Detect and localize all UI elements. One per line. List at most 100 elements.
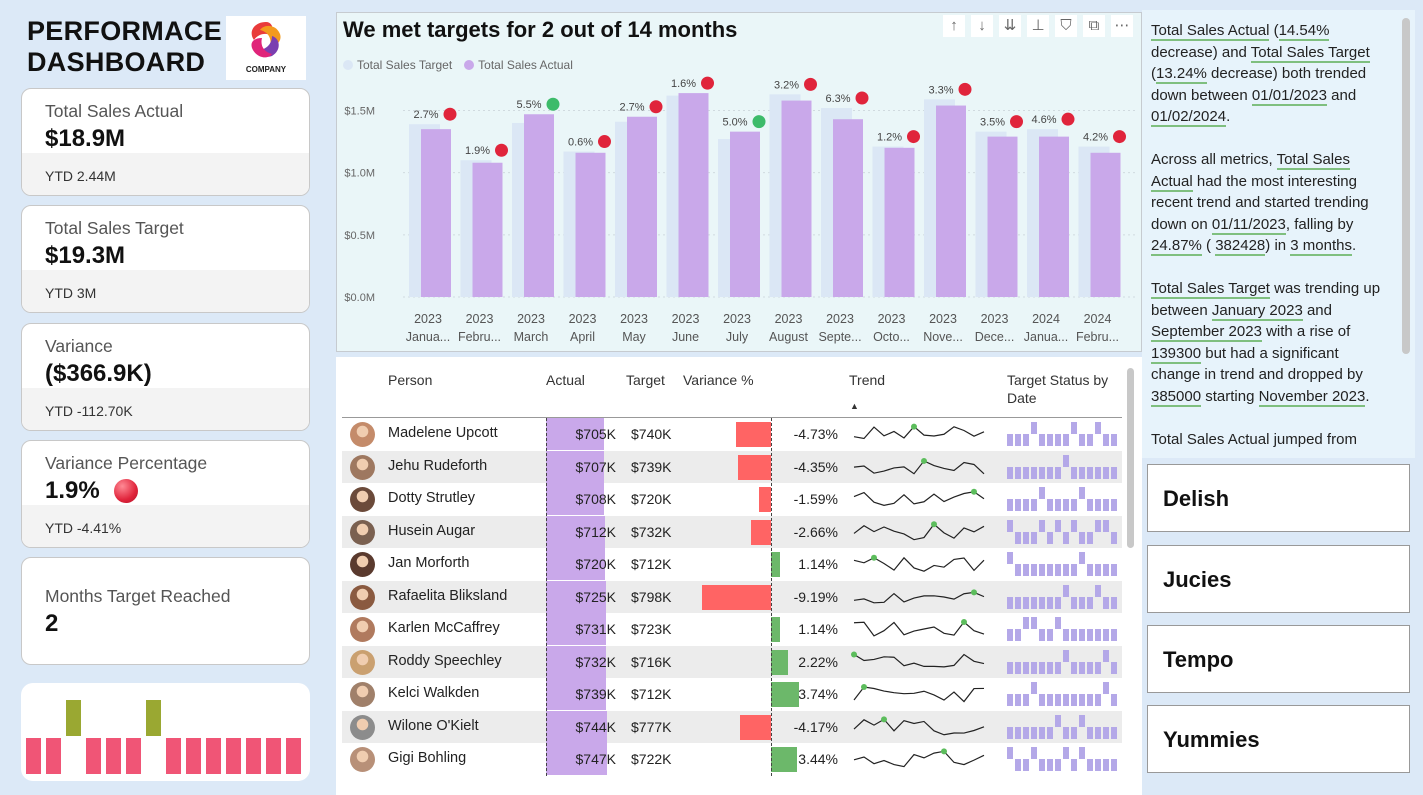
status-red-dot-icon	[855, 91, 869, 105]
status-cell-hit	[1071, 422, 1077, 434]
col-header-actual[interactable]: Actual	[546, 372, 585, 388]
trend-sparkline	[853, 554, 985, 572]
narrative-highlight[interactable]: Total Sales Actual	[1151, 22, 1270, 41]
slicer-jucies[interactable]: Jucies	[1147, 545, 1410, 613]
table-row[interactable]: Wilone O'Kielt $744K $777K -4.17%	[342, 710, 1122, 743]
narrative-highlight[interactable]: 382428	[1215, 237, 1266, 256]
narrative-highlight[interactable]: Total Sales Target	[1250, 43, 1370, 63]
bar-actual[interactable]	[575, 152, 606, 297]
table-row[interactable]: Kelci Walkden $739K $712K 3.74%	[342, 678, 1122, 711]
legend-item-target[interactable]: Total Sales Target	[343, 58, 452, 72]
sparkline-peak-marker	[911, 423, 917, 430]
narrative-text: (	[1269, 22, 1279, 39]
target-status-grid	[1007, 714, 1117, 739]
narrative-highlight[interactable]: 139300	[1151, 344, 1202, 364]
data-label: 5.0%	[722, 117, 747, 129]
target-status-grid	[1007, 422, 1117, 446]
table-row[interactable]: Gigi Bohling $747K $722K 3.44%	[342, 743, 1122, 776]
narrative-highlight[interactable]: 13.24%	[1156, 65, 1207, 84]
table-scrollbar[interactable]	[1127, 368, 1134, 548]
table-row[interactable]: Jan Morforth $720K $712K 1.14%	[342, 548, 1122, 581]
bar-actual[interactable]	[987, 136, 1018, 297]
sparkline-peak-marker	[871, 554, 877, 561]
narrative-highlight[interactable]: November 2023	[1258, 387, 1366, 407]
bar-actual[interactable]	[781, 100, 812, 297]
actual-bar	[546, 515, 605, 548]
variance-percentage: 1.14%	[798, 621, 838, 637]
slicer-yummies[interactable]: Yummies	[1147, 705, 1410, 773]
bar-actual[interactable]	[524, 114, 554, 297]
legend-item-actual[interactable]: Total Sales Actual	[464, 58, 573, 72]
narrative-highlight[interactable]: 01/11/2023	[1211, 215, 1286, 235]
status-cell-hit	[1007, 552, 1013, 564]
narrative-highlight[interactable]: September 2023	[1151, 323, 1262, 342]
table-row[interactable]: Madelene Upcott $705K $740K -4.73%	[342, 418, 1122, 451]
kpi-card-months-target-reached[interactable]: Months Target Reached 2	[21, 557, 310, 665]
status-cell-miss	[1023, 726, 1029, 739]
kpi-card-total-sales-target[interactable]: Total Sales Target $19.3M YTD 3M	[21, 205, 310, 313]
narrative-highlight[interactable]: January 2023	[1211, 301, 1303, 321]
narrative-highlight[interactable]: Total Sales Target	[1151, 280, 1270, 299]
narrative-highlight[interactable]: 385000	[1151, 387, 1202, 407]
col-header-person[interactable]: Person	[388, 372, 433, 388]
bar-actual[interactable]	[936, 105, 966, 297]
bar-actual[interactable]	[833, 119, 863, 297]
narrative-text: and	[1302, 301, 1332, 319]
drill-up-icon[interactable]: ↑	[943, 15, 965, 37]
kpi-card-variance[interactable]: Variance ($366.9K) YTD -112.70K	[21, 323, 310, 431]
col-header-target-status[interactable]: Target Status by Date	[1007, 372, 1109, 406]
status-cell-miss	[1103, 759, 1109, 771]
status-cell-miss	[1087, 726, 1093, 739]
status-cell-miss	[1095, 759, 1101, 771]
status-cell-miss	[1063, 694, 1069, 706]
filter-icon[interactable]: ⛉	[1055, 15, 1077, 37]
col-header-target[interactable]: Target	[626, 372, 665, 388]
expand-hierarchy-icon[interactable]: ⊥	[1027, 15, 1049, 37]
narrative-scrollbar[interactable]	[1402, 18, 1410, 354]
bar-actual[interactable]	[678, 93, 709, 297]
kpi-card-variance-percentage[interactable]: Variance Percentage 1.9% YTD -4.41%	[21, 440, 310, 548]
bar-actual[interactable]	[421, 129, 451, 297]
drill-down-icon[interactable]: ↓	[971, 15, 993, 37]
bar-actual[interactable]	[1090, 152, 1121, 297]
kpi-card-total-sales-actual[interactable]: Total Sales Actual $18.9M YTD 2.44M	[21, 88, 310, 196]
table-row[interactable]: Husein Augar $712K $732K -2.66%	[342, 515, 1122, 548]
table-row[interactable]: Karlen McCaffrey $731K $723K 1.14%	[342, 613, 1122, 646]
table-row[interactable]: Rafaelita Bliksland $725K $798K -9.19%	[342, 580, 1122, 613]
narrative-highlight[interactable]: 24.87%	[1151, 237, 1202, 256]
status-cell-miss	[1047, 759, 1053, 771]
table-row[interactable]: Dotty Strutley $708K $720K -1.59%	[342, 483, 1122, 516]
col-header-trend[interactable]: Trend	[849, 372, 886, 388]
bar-actual[interactable]	[884, 147, 915, 297]
focus-mode-icon[interactable]: ⧉	[1083, 15, 1105, 37]
narrative-highlight[interactable]: Total Sales Actual	[1151, 151, 1350, 192]
slicer-tempo[interactable]: Tempo	[1147, 625, 1410, 693]
status-cell-miss	[1071, 694, 1077, 706]
bar-actual[interactable]	[472, 162, 503, 297]
variance-percentage: -4.17%	[793, 718, 838, 735]
narrative-highlight[interactable]: 01/01/2023	[1251, 86, 1327, 106]
x-tick-year: 2024	[1032, 312, 1060, 326]
status-cell-hit	[1095, 584, 1101, 597]
slicer-delish[interactable]: Delish	[1147, 464, 1410, 532]
more-options-icon[interactable]: ⋯	[1111, 15, 1133, 37]
table-row[interactable]: Jehu Rudeforth $707K $739K -4.35%	[342, 450, 1122, 483]
narrative-highlight[interactable]: 01/02/2024	[1151, 108, 1227, 127]
data-label: 1.9%	[465, 145, 490, 157]
bar-actual[interactable]	[730, 131, 760, 297]
table-row[interactable]: Roddy Speechley $732K $716K 2.22%	[342, 645, 1122, 678]
narrative-highlight[interactable]: 3 months	[1290, 237, 1352, 256]
expand-next-level-icon[interactable]: ⇊	[999, 15, 1021, 37]
variance-bar	[759, 487, 771, 512]
bar-actual[interactable]	[627, 116, 657, 297]
variance-bar	[738, 454, 771, 480]
narrative-highlight[interactable]: 14.54%	[1278, 22, 1330, 41]
status-cell-miss	[1015, 466, 1021, 479]
bar-actual[interactable]	[1039, 136, 1069, 297]
status-cell-miss	[1055, 694, 1061, 706]
col-header-variance[interactable]: Variance %	[683, 372, 754, 388]
data-label: 5.5%	[516, 99, 541, 111]
data-label: 1.2%	[877, 132, 902, 144]
x-tick-month: July	[726, 330, 749, 344]
sales-vs-target-chart[interactable]: $0.0M $0.5M $1.0M $1.5M 2.7% 2023 Janua... 1.9%…	[336, 12, 1142, 352]
